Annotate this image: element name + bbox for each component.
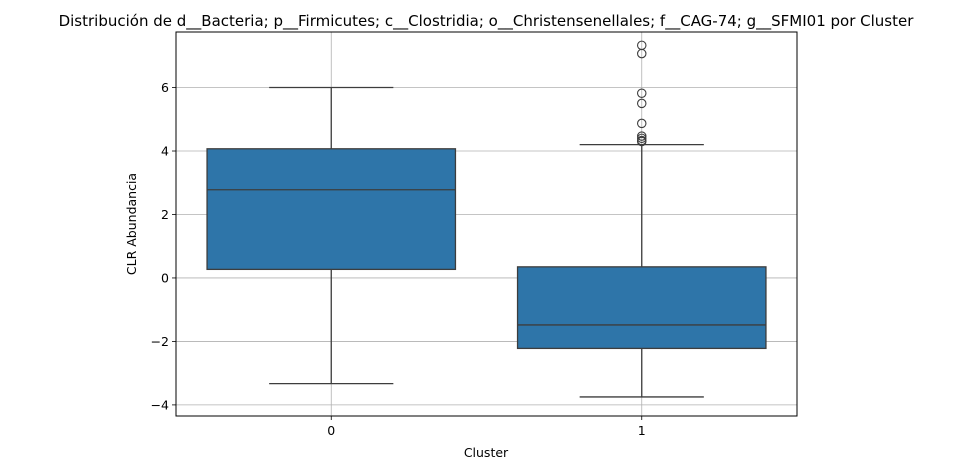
y-tick-label: 6: [161, 80, 169, 95]
box-iqr: [206, 148, 457, 271]
y-tick-label: −4: [151, 397, 169, 412]
y-axis: −4 −2 0 2 4 6: [151, 80, 176, 412]
y-tick-label: 2: [161, 207, 169, 222]
box-series: [206, 40, 767, 398]
x-tick-label: 1: [638, 423, 646, 438]
x-axis-label: Cluster: [464, 445, 509, 460]
outlier-point: [636, 136, 647, 147]
outlier-point: [636, 133, 647, 144]
outlier-point: [636, 131, 647, 141]
outlier-point: [636, 98, 647, 109]
box-iqr: [516, 266, 767, 350]
y-tick-label: 4: [161, 144, 169, 159]
box-group: [516, 40, 767, 398]
x-tick-label: 0: [327, 423, 335, 438]
outlier-point: [636, 118, 647, 129]
chart-title: Distribución de d__Bacteria; p__Firmicut…: [59, 12, 915, 31]
y-tick-label: −2: [151, 334, 169, 349]
y-axis-label: CLR Abundancia: [124, 173, 139, 275]
plot-frame: [175, 31, 798, 417]
outlier-point: [636, 88, 647, 98]
box-group: [206, 86, 457, 385]
outlier-point: [636, 48, 647, 59]
y-tick-label: 0: [161, 270, 169, 285]
